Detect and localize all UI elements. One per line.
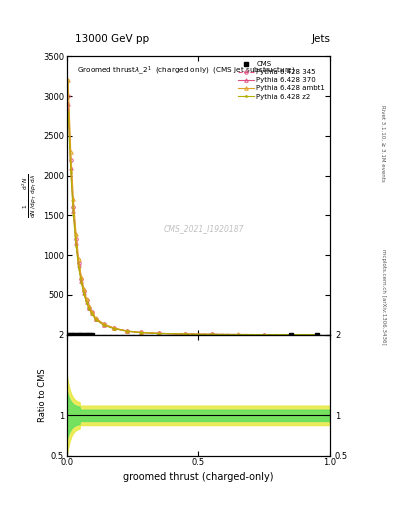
X-axis label: groomed thrust (charged-only): groomed thrust (charged-only) [123,472,274,482]
Text: Rivet 3.1.10, ≥ 3.1M events: Rivet 3.1.10, ≥ 3.1M events [381,105,386,182]
Legend: CMS, Pythia 6.428 345, Pythia 6.428 370, Pythia 6.428 ambt1, Pythia 6.428 z2: CMS, Pythia 6.428 345, Pythia 6.428 370,… [237,60,327,101]
Text: Groomed thrust$\lambda\_2^1$  (charged only)  (CMS jet substructure): Groomed thrust$\lambda\_2^1$ (charged on… [77,65,296,77]
Text: CMS_2021_I1920187: CMS_2021_I1920187 [163,224,244,233]
Text: Jets: Jets [311,33,330,44]
Text: mcplots.cern.ch [arXiv:1306.3436]: mcplots.cern.ch [arXiv:1306.3436] [381,249,386,345]
Y-axis label: Ratio to CMS: Ratio to CMS [38,368,47,422]
Text: 13000 GeV pp: 13000 GeV pp [75,33,149,44]
Y-axis label: $\frac{1}{\mathrm{d}N\,/\,\mathrm{d}p_\mathrm{T}}\,\frac{\mathrm{d}^2 N}{\mathrm: $\frac{1}{\mathrm{d}N\,/\,\mathrm{d}p_\m… [21,173,39,218]
